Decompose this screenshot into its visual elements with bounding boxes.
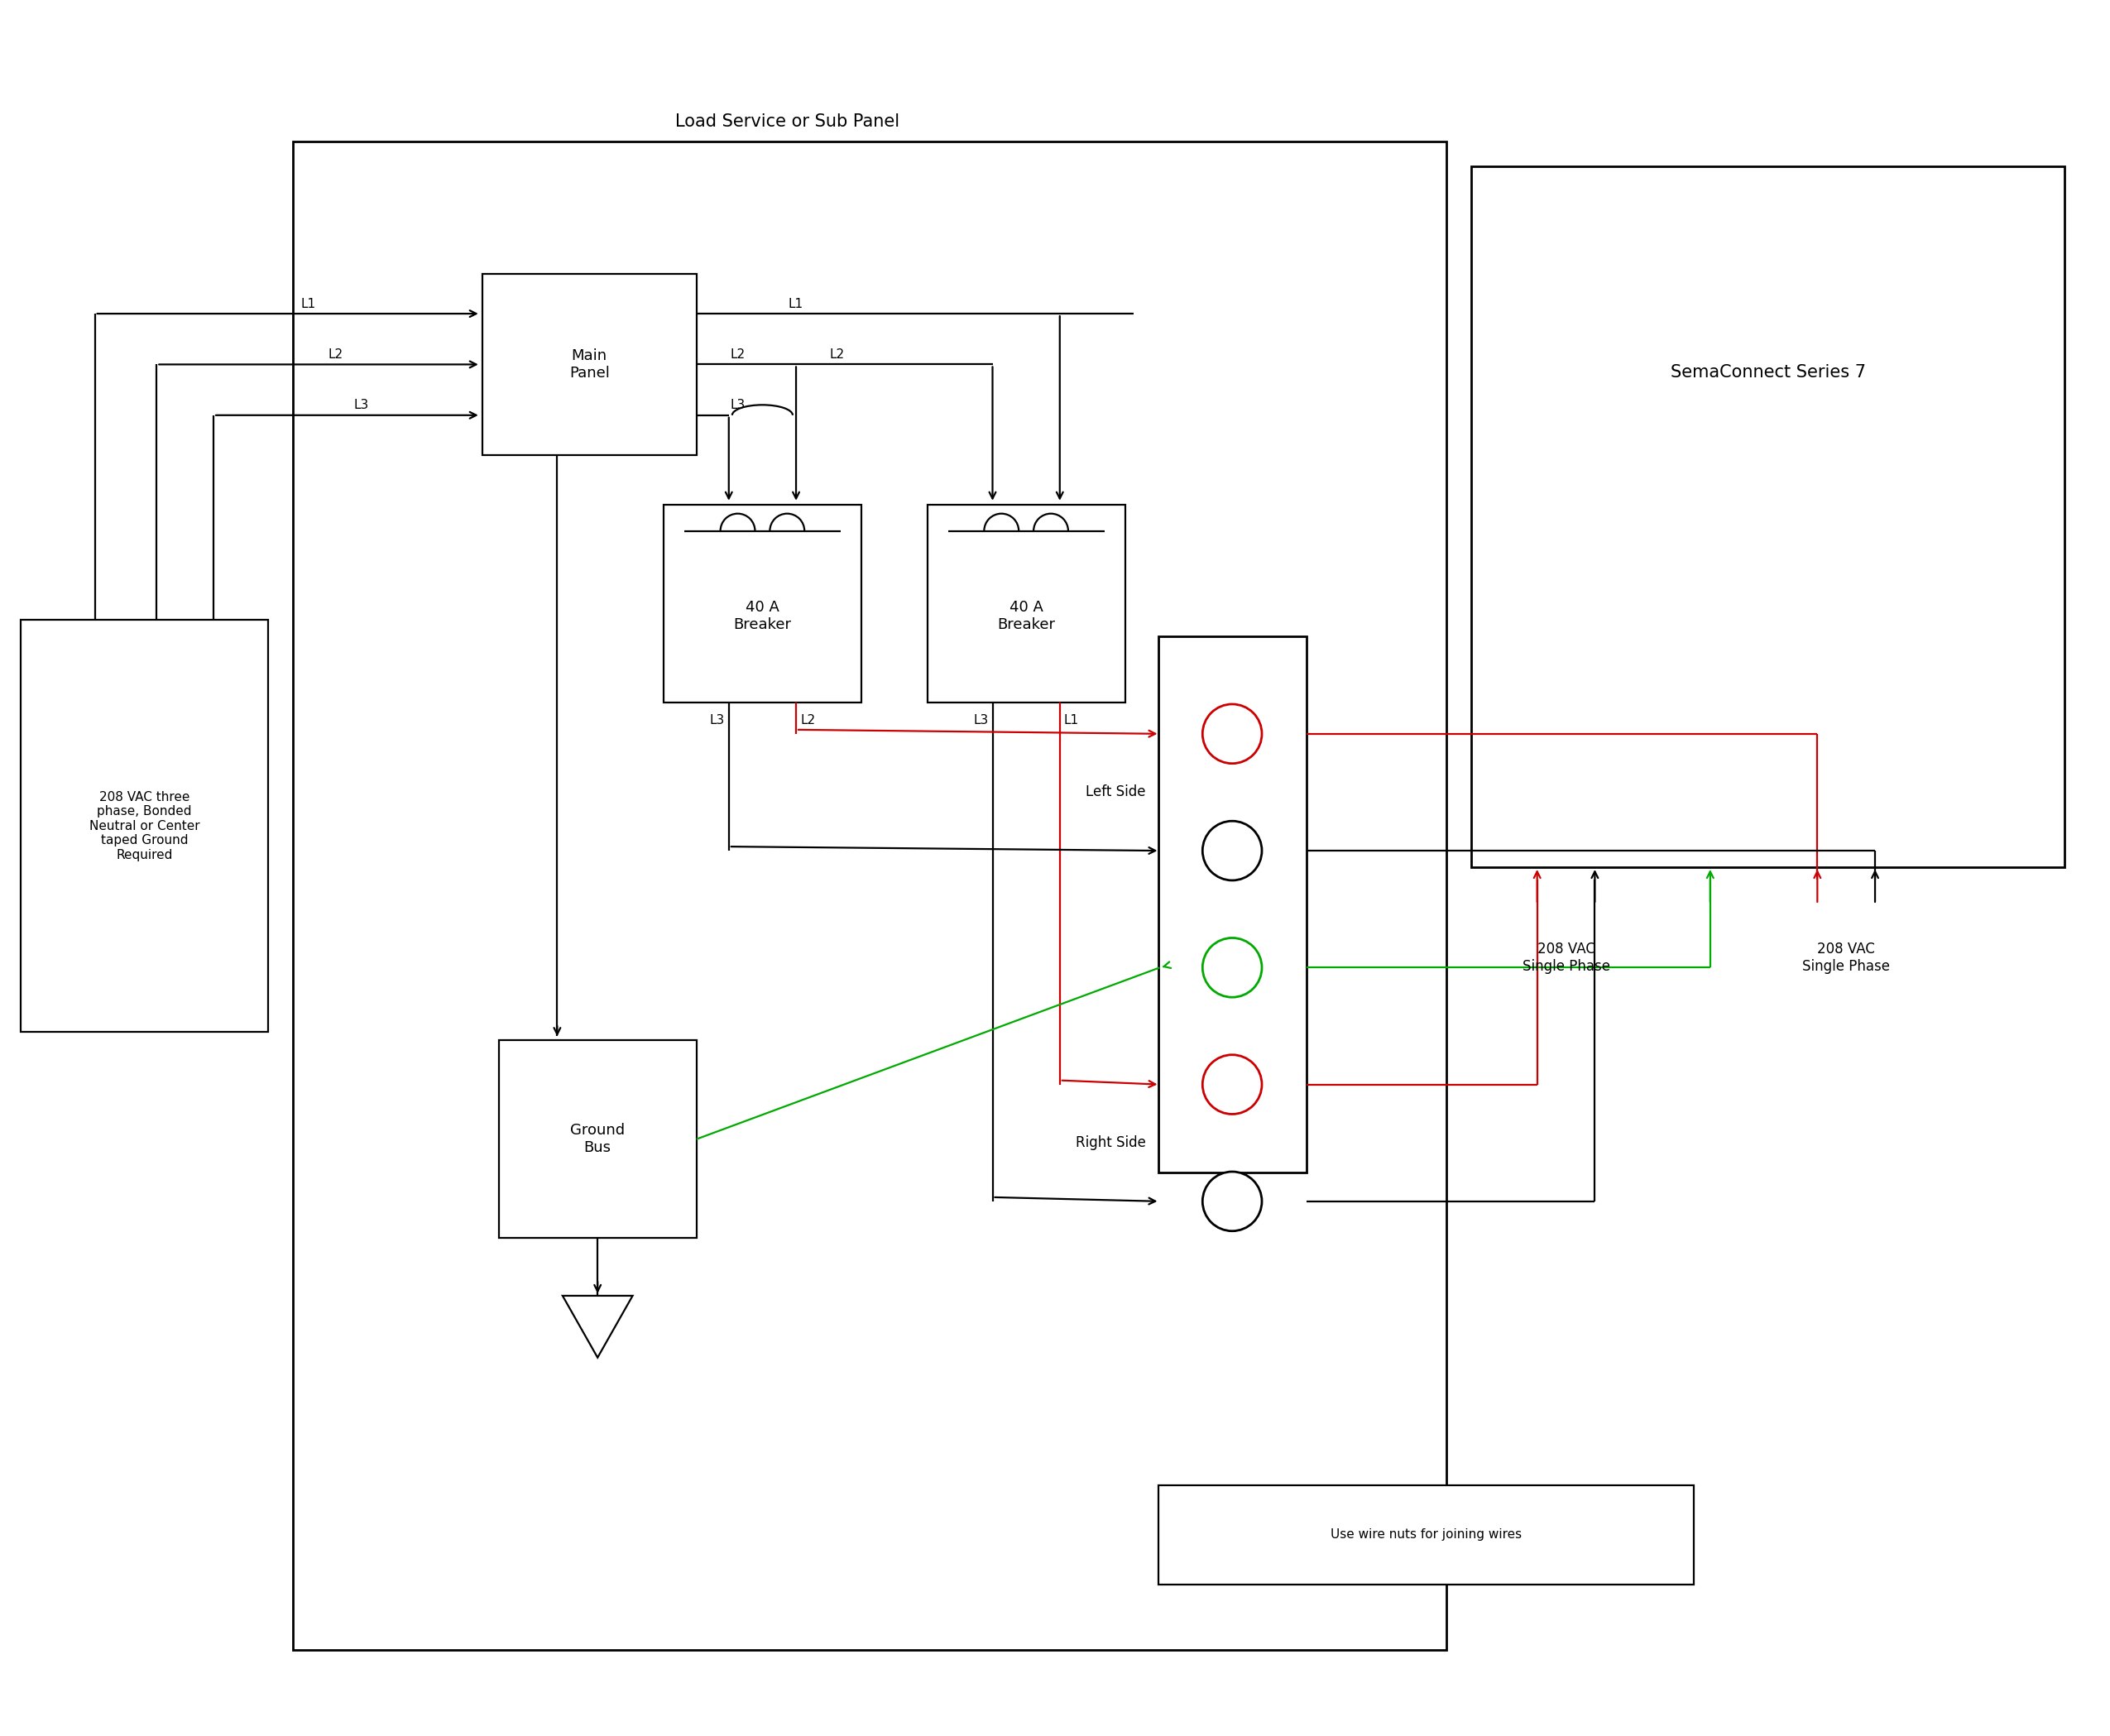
Text: L2: L2: [730, 349, 745, 361]
Circle shape: [1203, 821, 1262, 880]
Text: 208 VAC
Single Phase: 208 VAC Single Phase: [1802, 943, 1891, 974]
Bar: [1158, 637, 1306, 1172]
Text: L2: L2: [329, 349, 344, 361]
Text: Right Side: Right Side: [1076, 1135, 1146, 1151]
Text: Load Service or Sub Panel: Load Service or Sub Panel: [675, 113, 899, 130]
Text: L1: L1: [300, 297, 314, 311]
Text: SemaConnect Series 7: SemaConnect Series 7: [1671, 365, 1865, 380]
Bar: [483, 274, 696, 455]
Bar: [1471, 167, 2064, 868]
Circle shape: [1203, 1172, 1262, 1231]
Text: L2: L2: [800, 713, 814, 727]
Text: L3: L3: [709, 713, 724, 727]
Text: L2: L2: [829, 349, 844, 361]
Text: 40 A
Breaker: 40 A Breaker: [998, 599, 1055, 632]
Text: Left Side: Left Side: [1087, 785, 1146, 800]
Circle shape: [1203, 705, 1262, 764]
Text: Ground
Bus: Ground Bus: [570, 1123, 625, 1154]
Bar: [1158, 1486, 1694, 1585]
Bar: [293, 142, 1447, 1651]
Text: 40 A
Breaker: 40 A Breaker: [734, 599, 791, 632]
Text: L3: L3: [730, 399, 745, 411]
Text: L3: L3: [973, 713, 987, 727]
Bar: [498, 1040, 696, 1238]
Text: L3: L3: [354, 399, 369, 411]
Text: Main
Panel: Main Panel: [570, 349, 610, 380]
Bar: [21, 620, 268, 1031]
Circle shape: [1203, 937, 1262, 996]
Text: 208 VAC three
phase, Bonded
Neutral or Center
taped Ground
Required: 208 VAC three phase, Bonded Neutral or C…: [89, 792, 200, 861]
Circle shape: [1203, 1055, 1262, 1115]
Text: 208 VAC
Single Phase: 208 VAC Single Phase: [1521, 943, 1610, 974]
Bar: [663, 505, 861, 703]
Bar: [926, 505, 1125, 703]
Text: L1: L1: [787, 297, 804, 311]
Text: Use wire nuts for joining wires: Use wire nuts for joining wires: [1329, 1528, 1521, 1542]
Text: L1: L1: [1063, 713, 1078, 727]
